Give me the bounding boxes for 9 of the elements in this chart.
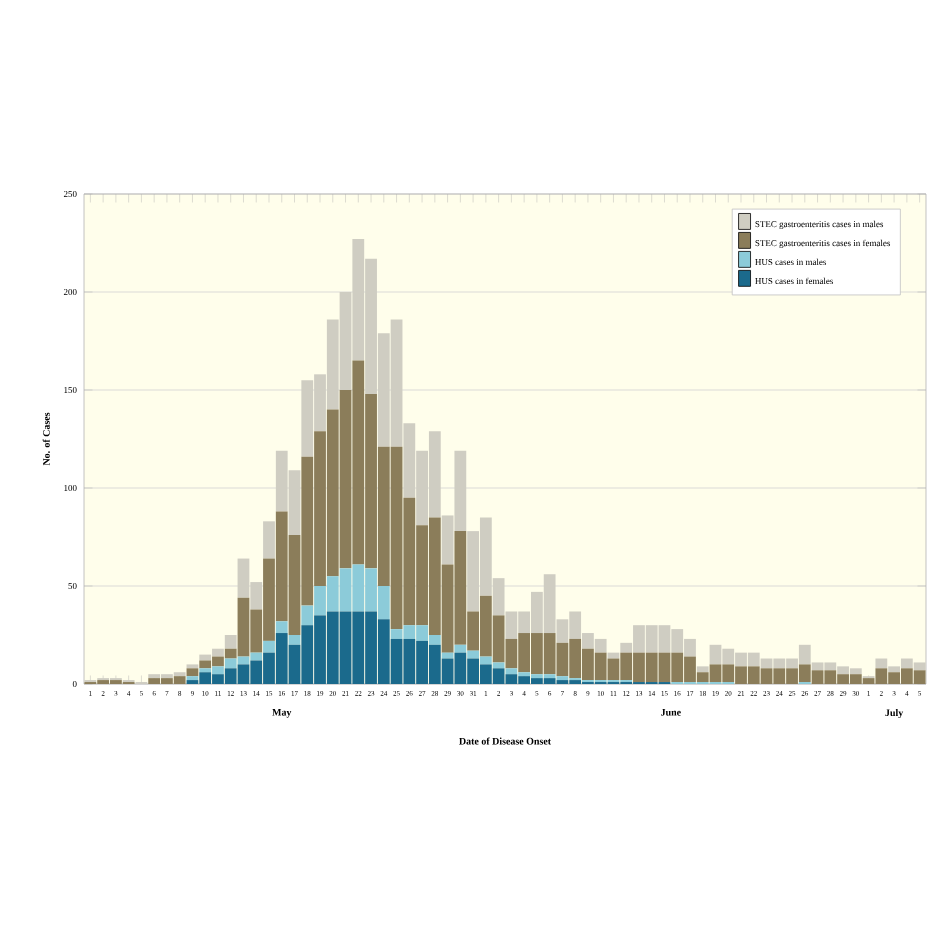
bar bbox=[263, 640, 275, 653]
bar bbox=[263, 521, 275, 559]
bar bbox=[441, 652, 454, 659]
bar bbox=[186, 668, 199, 677]
bar bbox=[607, 652, 620, 659]
bar bbox=[288, 634, 301, 645]
bar bbox=[224, 634, 237, 649]
bar bbox=[696, 666, 709, 673]
bar bbox=[275, 621, 288, 634]
